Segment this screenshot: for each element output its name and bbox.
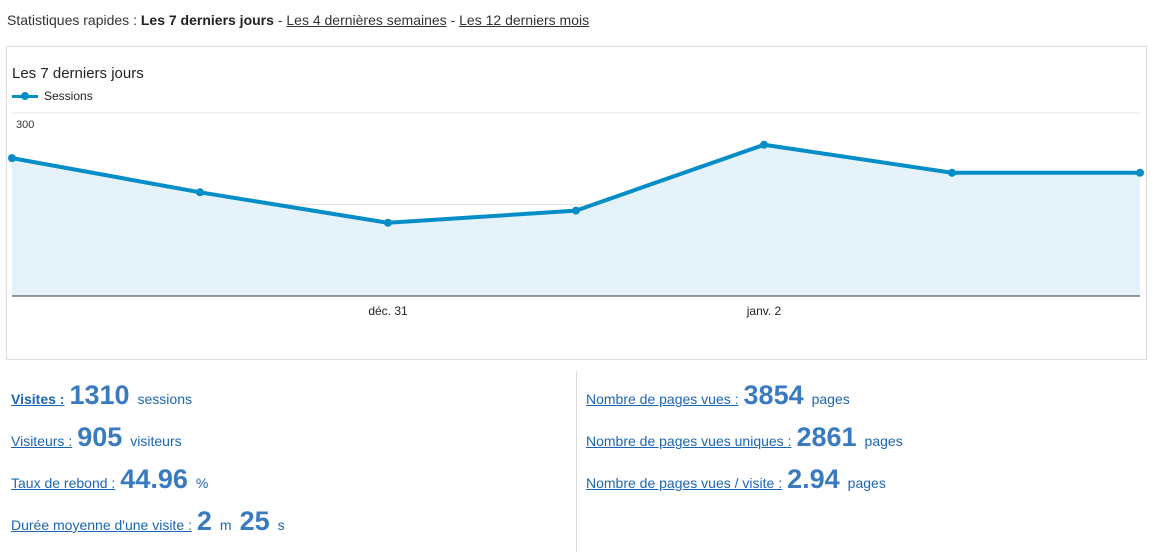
y-tick-label: 300: [16, 119, 34, 131]
pages-per-visit-unit: pages: [847, 475, 886, 491]
visitors-link[interactable]: Visiteurs :: [11, 433, 73, 449]
pageviews-value: 3854: [743, 380, 804, 410]
metric-visitors: Visiteurs : 905 visiteurs: [11, 422, 182, 453]
metric-bounce-rate: Taux de rebond : 44.96 %: [11, 464, 208, 495]
avg-duration-seconds: 25: [239, 506, 270, 536]
x-tick-label: déc. 31: [368, 304, 408, 318]
avg-duration-seconds-unit: s: [277, 517, 285, 533]
visits-unit: sessions: [137, 391, 192, 407]
data-point[interactable]: [760, 140, 768, 149]
last-4-weeks-link[interactable]: Les 4 dernières semaines: [286, 12, 447, 28]
stats-divider: [576, 371, 577, 552]
quick-stats-prefix: Statistiques rapides :: [7, 12, 137, 28]
visits-value: 1310: [69, 380, 130, 410]
x-tick-label: janv. 2: [746, 304, 782, 318]
data-point[interactable]: [384, 218, 392, 227]
avg-duration-link[interactable]: Durée moyenne d'une visite :: [11, 517, 192, 533]
unique-pageviews-value: 2861: [796, 422, 857, 452]
last-12-months-link[interactable]: Les 12 derniers mois: [459, 12, 590, 28]
chart-legend[interactable]: Sessions: [12, 89, 93, 103]
chart-title: Les 7 derniers jours: [12, 65, 144, 82]
metric-visits: Visites : 1310 sessions: [11, 380, 192, 411]
separator: -: [450, 12, 456, 28]
unique-pageviews-link[interactable]: Nombre de pages vues uniques :: [586, 433, 792, 449]
quick-stats-bar: Statistiques rapides : Les 7 derniers jo…: [7, 12, 589, 28]
data-point[interactable]: [196, 188, 204, 197]
metric-avg-duration: Durée moyenne d'une visite : 2 m 25 s: [11, 506, 285, 537]
sessions-area: [12, 144, 1140, 296]
pageviews-unit: pages: [811, 391, 850, 407]
pages-per-visit-link[interactable]: Nombre de pages vues / visite :: [586, 475, 783, 491]
bounce-rate-value: 44.96: [120, 464, 188, 494]
separator: -: [277, 12, 283, 28]
pageviews-link[interactable]: Nombre de pages vues :: [586, 391, 739, 407]
metric-pageviews: Nombre de pages vues : 3854 pages: [586, 380, 850, 411]
legend-label: Sessions: [44, 89, 93, 103]
visitors-value: 905: [77, 422, 123, 452]
data-point[interactable]: [572, 206, 580, 215]
current-period: Les 7 derniers jours: [140, 12, 274, 28]
data-point[interactable]: [1136, 168, 1144, 177]
data-point[interactable]: [948, 168, 956, 177]
metric-pages-per-visit: Nombre de pages vues / visite : 2.94 pag…: [586, 464, 886, 495]
avg-duration-minutes: 2: [196, 506, 212, 536]
bounce-rate-unit: %: [195, 475, 209, 491]
data-point[interactable]: [8, 154, 16, 163]
metric-unique-pageviews: Nombre de pages vues uniques : 2861 page…: [586, 422, 903, 453]
bounce-rate-link[interactable]: Taux de rebond :: [11, 475, 116, 491]
visitors-unit: visiteurs: [130, 433, 182, 449]
legend-line-icon: [12, 90, 38, 102]
pages-per-visit-value: 2.94: [787, 464, 840, 494]
visits-link[interactable]: Visites :: [11, 391, 65, 407]
avg-duration-minutes-unit: m: [219, 517, 232, 533]
unique-pageviews-unit: pages: [864, 433, 903, 449]
